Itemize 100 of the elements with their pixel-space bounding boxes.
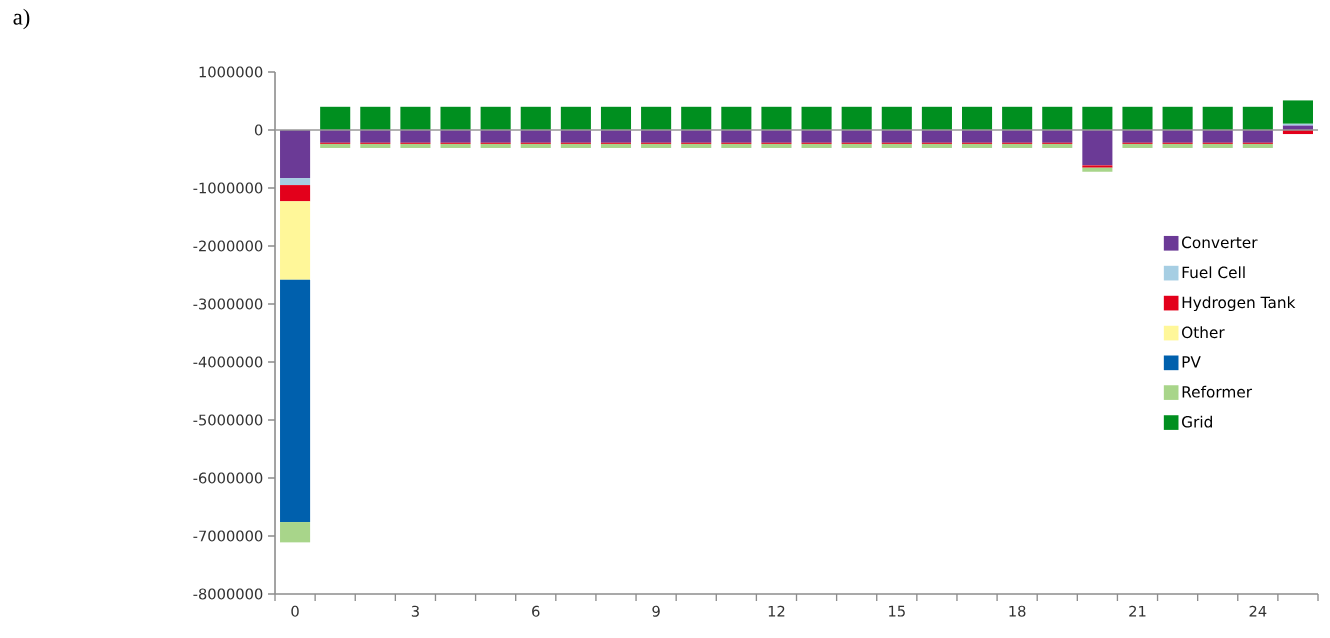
bar: [961, 129, 993, 143]
bar: [1122, 129, 1153, 143]
bar: [560, 106, 591, 130]
bar: [1082, 165, 1113, 168]
bar: [881, 106, 912, 130]
bar: [801, 129, 832, 143]
bar: [801, 106, 832, 130]
bar: [681, 129, 712, 143]
bar: [400, 143, 431, 148]
bar: [480, 143, 511, 148]
bar: [1162, 129, 1193, 143]
x-tick-label: 12: [768, 605, 785, 617]
bar: [841, 129, 872, 143]
bar: [1002, 143, 1033, 148]
legend-label: Other: [1182, 326, 1225, 339]
bar: [641, 129, 672, 143]
legend-label: Grid: [1182, 415, 1212, 428]
y-tick-label: -7000000: [193, 530, 263, 542]
y-tick-label: -3000000: [193, 298, 263, 310]
bar: [1202, 106, 1233, 130]
y-tick-label: -6000000: [193, 472, 263, 484]
bar: [320, 143, 351, 148]
bar: [480, 129, 511, 143]
bar: [1042, 143, 1073, 148]
bar: [1042, 106, 1073, 130]
bar: [360, 143, 391, 148]
bar: [1082, 106, 1113, 130]
legend-label: Fuel Cell: [1182, 266, 1245, 279]
y-tick-label: -5000000: [193, 414, 263, 426]
bar: [320, 106, 351, 130]
bar: [560, 143, 591, 148]
bar: [961, 106, 993, 130]
bar: [1042, 129, 1073, 143]
bar: [1162, 106, 1193, 130]
bar: [961, 143, 993, 148]
legend-label: PV: [1182, 356, 1201, 368]
bar: [280, 201, 311, 280]
x-tick-label: 24: [1249, 605, 1267, 617]
bar: [921, 106, 952, 130]
bar: [761, 143, 792, 148]
bar: [1282, 100, 1313, 124]
bar: [480, 106, 511, 130]
bar: [280, 178, 311, 186]
legend-label: Converter: [1182, 236, 1258, 249]
bar: [320, 129, 351, 143]
y-tick-label: -2000000: [193, 240, 263, 252]
bar: [360, 106, 391, 130]
bar: [721, 106, 752, 130]
x-tick-label: 6: [532, 605, 540, 617]
bar: [721, 143, 752, 148]
bar: [280, 185, 311, 202]
bar: [1242, 106, 1273, 130]
x-tick-label: 3: [411, 605, 419, 617]
bar: [520, 143, 551, 148]
bar: [360, 129, 391, 143]
bar: [400, 106, 431, 130]
bar: [681, 106, 712, 130]
bar: [1082, 129, 1113, 166]
bar: [1162, 143, 1193, 148]
bar: [1202, 129, 1233, 143]
y-tick-label: -4000000: [193, 356, 263, 368]
bar: [600, 106, 632, 130]
x-tick-label: 21: [1129, 605, 1146, 617]
y-tick-label: -1000000: [193, 182, 263, 194]
bar: [280, 129, 311, 179]
bar: [881, 143, 912, 148]
bar: [641, 106, 672, 130]
x-tick-label: 9: [652, 605, 660, 617]
bar: [761, 106, 792, 130]
legend-label: Hydrogen Tank: [1182, 296, 1296, 312]
bar: [1002, 106, 1033, 130]
bar: [440, 106, 471, 130]
y-tick-label: 1000000: [199, 66, 263, 78]
y-tick-label: 0: [254, 124, 263, 136]
y-tick-label: -8000000: [193, 588, 263, 600]
bar: [520, 129, 551, 143]
bar: [440, 129, 471, 143]
bar: [560, 129, 591, 143]
bar: [881, 129, 912, 143]
bar: [280, 522, 311, 543]
x-tick-label: 18: [1009, 605, 1026, 617]
bar: [641, 143, 672, 148]
bar: [921, 143, 952, 148]
bar: [1242, 143, 1273, 148]
legend-label: Reformer: [1182, 385, 1253, 398]
bar: [921, 129, 952, 143]
bar: [600, 129, 632, 143]
bar: [440, 143, 471, 148]
bar: [801, 143, 832, 148]
bar: [721, 129, 752, 143]
bar: [841, 143, 872, 148]
bar: [1002, 129, 1033, 143]
x-tick-label: 0: [291, 605, 299, 617]
bar: [1082, 167, 1113, 172]
bar: [280, 279, 311, 523]
x-tick-label: 15: [889, 605, 905, 617]
bar: [600, 143, 632, 148]
bar: [1202, 143, 1233, 148]
bar: [400, 129, 431, 143]
bar: [841, 106, 872, 130]
